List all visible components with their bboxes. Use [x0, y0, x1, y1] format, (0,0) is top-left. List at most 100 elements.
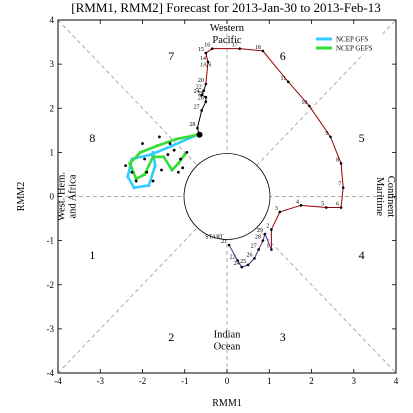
phase-label: 4	[359, 248, 365, 262]
y-tick-label: 0	[50, 192, 55, 202]
data-point	[176, 161, 181, 166]
data-point	[308, 104, 311, 108]
point-label: 22	[196, 85, 202, 91]
data-point	[126, 175, 130, 179]
data-point	[200, 93, 203, 97]
diagonal-line-descending	[57, 19, 397, 374]
y-axis-label: RMM2	[16, 182, 27, 211]
data-point	[134, 177, 138, 181]
phase-label: 5	[359, 131, 365, 145]
legend-box	[314, 34, 394, 54]
data-point	[204, 100, 208, 103]
region-label-left: and Africa	[67, 174, 78, 218]
ensemble-dot	[172, 148, 176, 152]
ensemble-dot	[177, 170, 180, 174]
series-line	[228, 233, 266, 268]
x-tick-label: 4	[394, 376, 399, 386]
series-connector	[205, 61, 209, 85]
x-tick-label: -2	[139, 376, 147, 386]
data-point	[324, 206, 328, 209]
ensemble-dot	[151, 179, 155, 183]
point-label: 27	[194, 104, 200, 110]
data-point	[329, 135, 332, 139]
x-tick-label: -4	[54, 376, 62, 386]
chart-title: [RMM1, RMM2] Forecast for 2013-Jan-30 to…	[71, 0, 380, 15]
diagonal-line-ascending	[57, 19, 397, 374]
y-tick-label: -4	[47, 368, 55, 378]
x-tick-label: 1	[267, 376, 272, 386]
point-label: 22	[230, 254, 236, 260]
point-label: 18	[255, 45, 261, 51]
region-label-right: Maritime	[374, 177, 385, 216]
ensemble-dot	[168, 142, 172, 145]
ensemble-dot	[160, 168, 163, 172]
data-point	[204, 51, 208, 55]
point-label: 17	[232, 43, 238, 49]
point-label: 25	[198, 91, 204, 97]
data-point	[200, 109, 203, 112]
region-label-top: Pacific	[212, 35, 241, 46]
data-point	[170, 144, 174, 148]
data-point	[257, 248, 260, 251]
data-point	[236, 259, 239, 262]
data-point	[341, 186, 345, 189]
data-point	[261, 239, 265, 242]
series-line	[205, 48, 344, 250]
data-point	[339, 162, 343, 165]
phase-label: 6	[280, 49, 286, 63]
point-label: 21	[221, 239, 227, 245]
ensemble-dot	[143, 157, 147, 161]
phase-label: 2	[168, 330, 174, 344]
x-axis-label: RMM1	[212, 398, 241, 409]
point-label: 6	[336, 202, 339, 208]
data-point	[202, 89, 206, 92]
month-label: JAN	[200, 62, 212, 68]
phase-label: 7	[168, 49, 174, 63]
y-tick-label: 3	[50, 59, 55, 69]
point-label: 7	[338, 182, 341, 188]
legend-label-gefs: NCEP GEFS	[336, 45, 373, 53]
y-tick-label: -2	[47, 280, 55, 290]
data-point	[147, 183, 151, 188]
point-label: 25	[240, 259, 246, 265]
point-label: 20	[198, 78, 204, 84]
point-label: 5	[321, 202, 324, 208]
x-tick-label: -3	[97, 376, 105, 386]
point-label: 1	[266, 243, 269, 249]
point-label: 26	[246, 252, 252, 258]
point-label: 14	[200, 56, 206, 62]
unit-circle	[183, 153, 271, 240]
ensemble-dot	[141, 142, 144, 145]
x-tick-label: 2	[309, 376, 314, 386]
ensemble-dot	[166, 153, 170, 156]
data-point	[151, 150, 155, 154]
y-tick-label: -1	[47, 236, 55, 246]
region-label-bottom: Indian	[214, 330, 242, 341]
data-point	[153, 164, 157, 168]
data-point	[170, 168, 174, 172]
x-tick-label: -1	[181, 376, 189, 386]
point-label: 2	[266, 224, 269, 230]
month-label: START	[205, 234, 223, 240]
point-label: 4	[296, 199, 299, 205]
data-point	[278, 210, 282, 214]
region-label-bottom: Ocean	[214, 342, 242, 353]
data-point	[149, 152, 153, 157]
x-tick-label: 3	[352, 376, 357, 386]
ensemble-dot	[124, 164, 127, 168]
data-point	[253, 256, 256, 260]
data-point	[270, 228, 273, 231]
ensemble-dot	[130, 170, 134, 174]
y-tick-label: -3	[47, 324, 55, 334]
y-tick-label: 4	[50, 15, 55, 25]
ensemble-dot	[185, 150, 189, 154]
data-point	[204, 95, 208, 99]
data-point	[155, 144, 159, 148]
data-point	[174, 137, 178, 141]
y-tick-label: 1	[50, 147, 55, 157]
data-point	[246, 263, 250, 267]
data-point	[261, 49, 265, 53]
point-label: 28	[189, 122, 195, 128]
ensemble-dot	[179, 157, 182, 161]
data-point	[227, 243, 231, 247]
